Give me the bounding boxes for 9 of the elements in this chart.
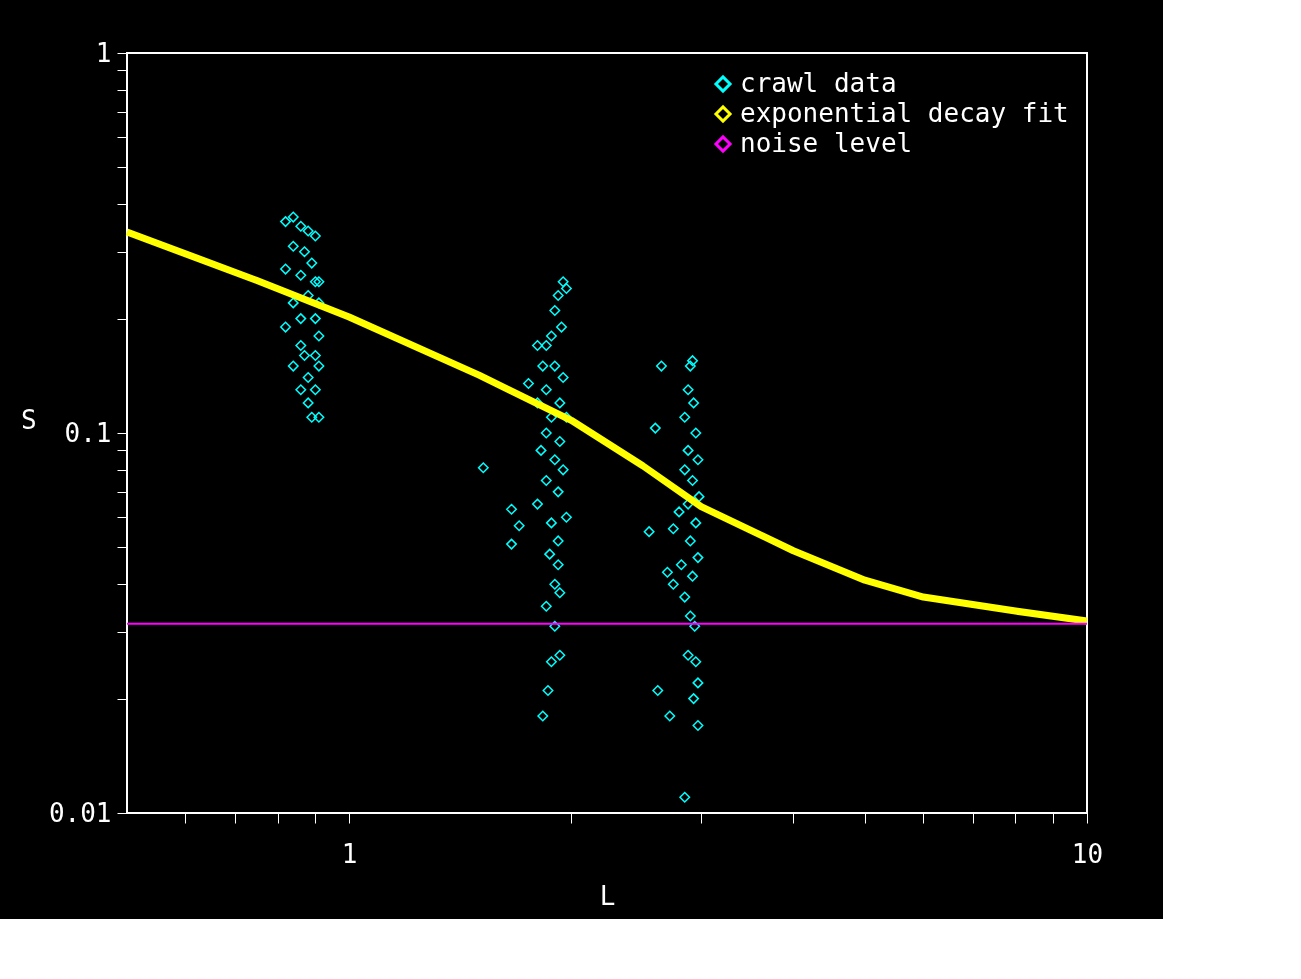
legend-label: noise level: [740, 128, 913, 158]
y-axis-title: S: [21, 404, 37, 435]
x-tick-label: 10: [1071, 838, 1104, 869]
legend-label: exponential decay fit: [740, 98, 1069, 128]
legend-label: crawl data: [740, 68, 897, 98]
y-tick-label: 0.01: [48, 797, 112, 828]
x-axis-title: L: [599, 880, 616, 911]
y-tick-label: 1: [95, 37, 112, 68]
y-tick-label: 0.1: [64, 417, 112, 448]
